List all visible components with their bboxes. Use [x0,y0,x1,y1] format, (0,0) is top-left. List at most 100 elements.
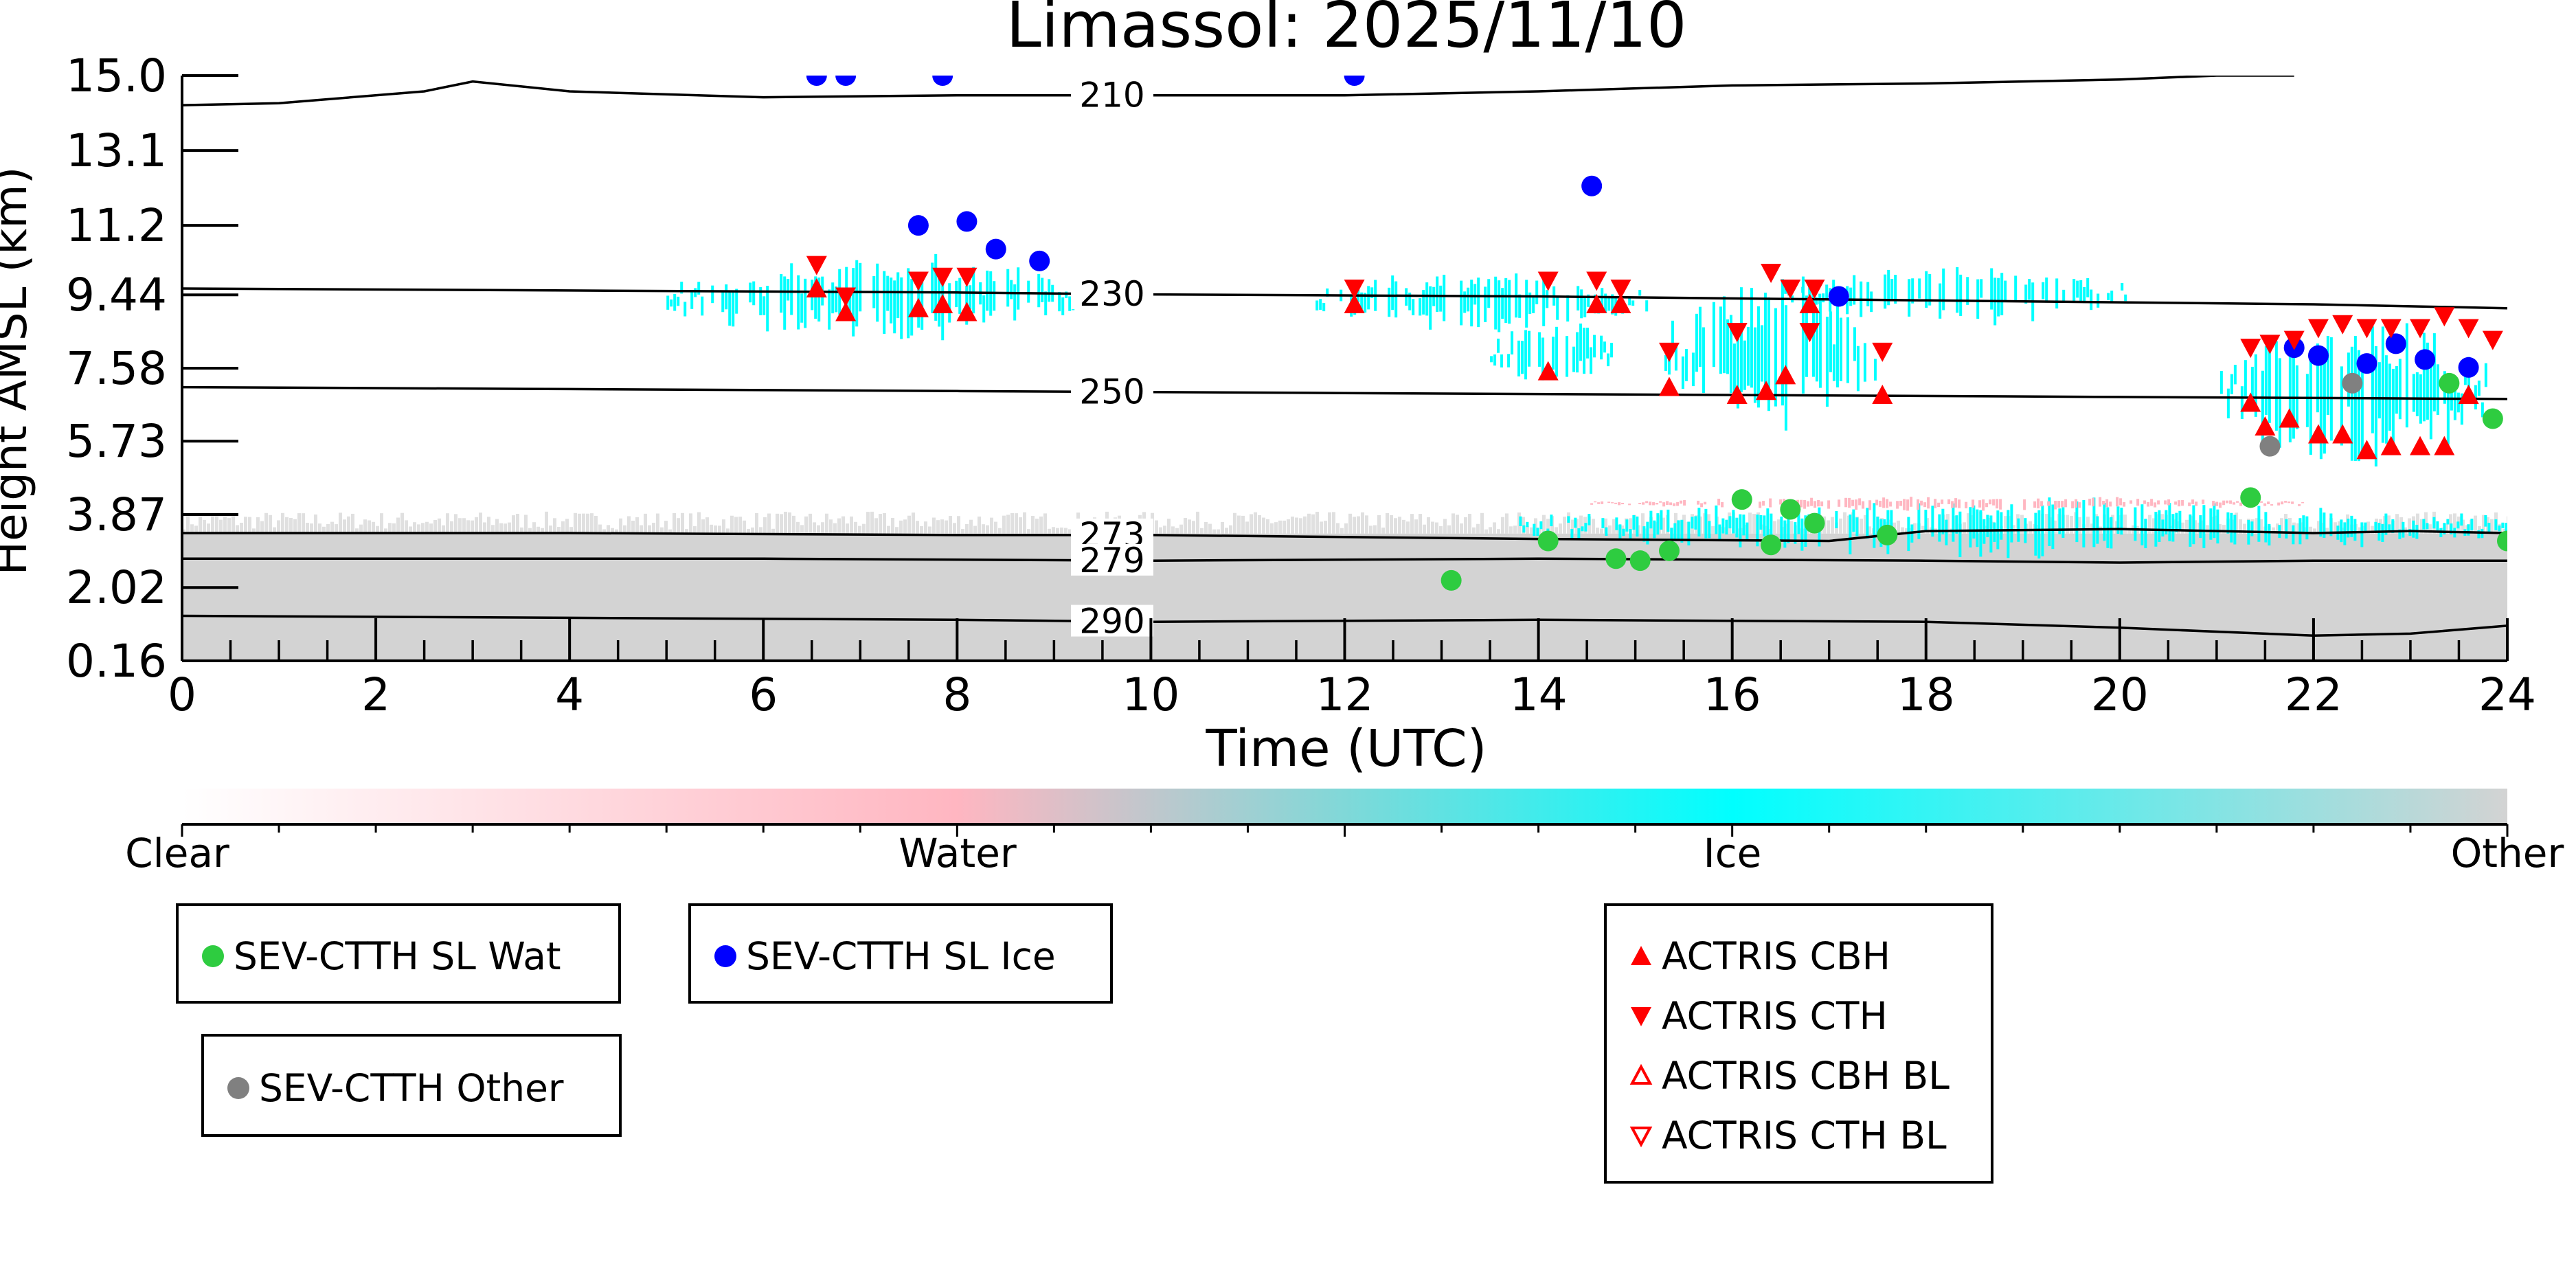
cloud-streak [2309,526,2312,534]
cloud-streak [1814,501,1817,508]
cloud-streak [701,296,704,316]
cloud-streak [1588,514,1591,526]
cloud-streak [986,270,989,311]
cloud-streak [2143,500,2147,504]
cloud-streak [1590,347,1593,374]
cloud-streak [2261,370,2264,443]
cloud-streak [1612,519,1616,534]
cloud-streak [1760,325,1763,382]
data-point [1761,534,1782,556]
cloud-streak [2212,501,2215,506]
cloud-streak [2381,326,2384,443]
cloud-streak [2298,518,2302,545]
legend-sev-wat: SEV-CTTH SL Wat [176,903,621,1004]
cloud-streak [1628,296,1631,306]
cloud-streak [1423,524,1426,534]
cloud-streak [1439,526,1443,534]
cloud-streak [2323,357,2326,454]
cloud-streak [2078,502,2081,508]
cloud-streak [725,284,728,310]
cloud-streak [938,272,941,327]
data-point [932,76,953,86]
cloud-streak [1941,499,1944,504]
data-point [1629,550,1651,572]
cloud-streak [578,513,581,534]
cloud-streak [2233,365,2237,385]
cloud-streak [1603,341,1607,353]
isotherm-label-bg [1071,375,1153,407]
cloud-streak [1487,279,1491,308]
triangle-up-outline-icon [1629,1063,1653,1085]
cloud-streak [1388,287,1391,317]
cloud-streak [1590,503,1594,505]
cloud-streak [1656,502,1659,505]
cloud-streak [1353,517,1356,534]
data-point [2279,408,2300,428]
cloud-streak [858,526,861,534]
cloud-streak [886,275,890,311]
cloud-streak [986,525,989,534]
cloud-streak [368,520,371,534]
cloud-streak [450,521,453,534]
cloud-streak [1221,522,1224,534]
cloud-streak [2092,497,2096,547]
cloud-streak [1422,290,1425,315]
cloud-streak [2257,506,2261,542]
cloud-streak [2088,498,2092,506]
cloud-streak [652,523,655,534]
cloud-streak [1969,507,1972,547]
cloud-streak [1684,349,1688,381]
isotherm-230 [182,287,2507,310]
cloud-streak [648,525,651,534]
cloud-streak [780,273,783,313]
y-tick-label: 9.44 [66,269,167,321]
data-point [1780,499,1801,520]
cloud-streak [2505,523,2507,534]
cloud-streak [2338,521,2341,534]
cloud-streak [1607,501,1611,504]
cloud-streak [912,512,915,534]
data-point [2240,487,2261,508]
cloud-streak [2281,501,2284,505]
cloud-streak [1524,330,1528,380]
data-point [1658,342,1680,362]
cloud-streak [1750,288,1753,388]
cloud-streak [1526,521,1529,528]
cloud-streak [1608,525,1612,534]
cloud-streak [1987,518,1991,534]
cloud-streak [442,525,445,534]
cloud-streak [673,513,676,534]
cloud-streak [1610,343,1614,358]
cloud-streak [1673,523,1677,541]
cloud-streak [1931,506,1934,537]
data-point [835,302,857,321]
cloud-streak [854,521,857,534]
cloud-streak [2450,523,2453,534]
cloud-streak [2267,501,2270,504]
cloud-streak [2007,510,2010,558]
cloud-streak [689,513,692,534]
cloud-streak [1862,501,1865,509]
data-point [1799,293,1820,313]
data-point [2283,330,2305,350]
cloud-streak [1504,278,1508,324]
data-point [2385,333,2406,354]
cloud-streak [376,526,379,534]
cloud-streak [409,526,412,534]
cloud-streak [1822,293,1825,303]
x-tick-label: 4 [555,668,584,721]
cloud-streak [2055,278,2059,309]
cloud-streak [1601,288,1604,313]
cloud-streak [1217,529,1220,534]
cloud-streak [767,513,771,534]
data-point [2434,436,2455,455]
cloud-streak [2222,500,2226,506]
cloud-streak [1571,519,1574,534]
cloud-streak [1586,328,1590,359]
cloud-streak [1642,502,1645,505]
cloud-streak [2391,368,2395,449]
cloud-streak [1410,514,1414,534]
cloud-streak [1732,510,1735,534]
cloud-streak [1691,517,1694,529]
data-point [2259,335,2281,354]
